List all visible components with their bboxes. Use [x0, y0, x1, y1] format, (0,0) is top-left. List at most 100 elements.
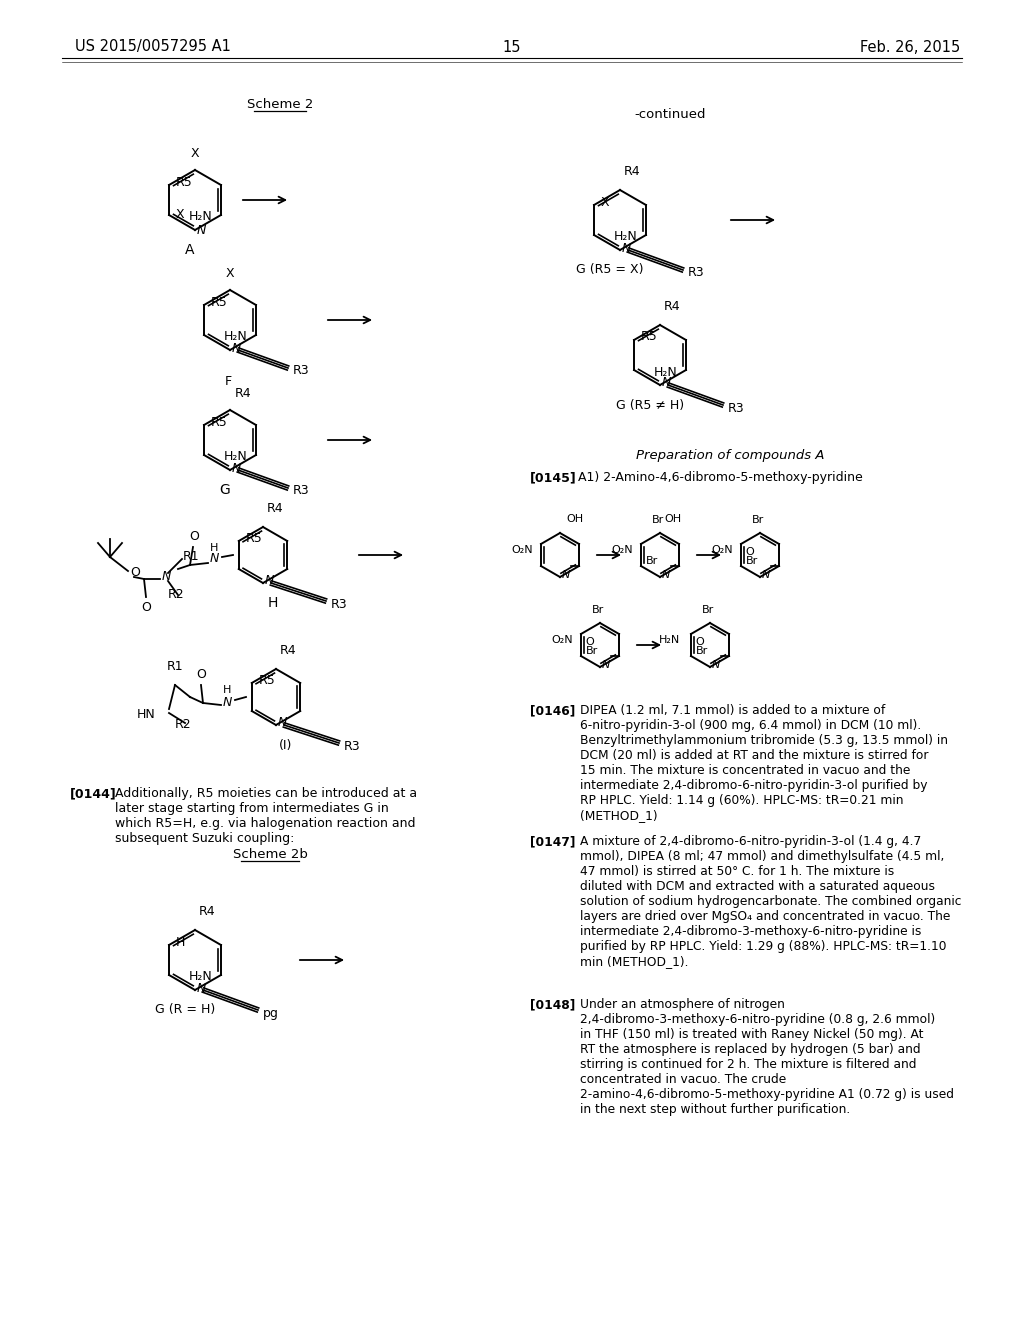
Text: Br: Br: [701, 605, 714, 615]
Text: R2: R2: [168, 589, 184, 602]
Text: A1) 2-Amino-4,6-dibromo-5-methoxy-pyridine: A1) 2-Amino-4,6-dibromo-5-methoxy-pyridi…: [578, 471, 863, 484]
Text: R5: R5: [259, 673, 275, 686]
Text: O: O: [196, 668, 206, 681]
Text: H: H: [210, 543, 218, 553]
Text: X: X: [176, 209, 184, 222]
Text: US 2015/0057295 A1: US 2015/0057295 A1: [75, 40, 230, 54]
Text: R5: R5: [211, 296, 227, 309]
Text: 15: 15: [503, 40, 521, 54]
Text: N: N: [562, 570, 570, 579]
Text: Scheme 2: Scheme 2: [247, 99, 313, 111]
Text: A: A: [185, 243, 195, 257]
Text: F: F: [224, 375, 231, 388]
Text: Additionally, R5 moieties can be introduced at a
later stage starting from inter: Additionally, R5 moieties can be introdu…: [115, 787, 417, 845]
Text: N: N: [712, 660, 720, 671]
Text: [0146]: [0146]: [530, 704, 575, 717]
Text: N: N: [232, 342, 242, 355]
Text: R5: R5: [211, 416, 227, 429]
Text: N: N: [278, 717, 288, 730]
Text: O₂N: O₂N: [551, 635, 573, 645]
Text: Br: Br: [752, 515, 764, 525]
Text: Preparation of compounds A: Preparation of compounds A: [636, 449, 824, 462]
Text: Br: Br: [586, 645, 598, 656]
Text: R1: R1: [183, 550, 200, 564]
Text: -continued: -continued: [634, 108, 706, 121]
Text: A mixture of 2,4-dibromo-6-nitro-pyridin-3-ol (1.4 g, 4.7
mmol), DIPEA (8 ml; 47: A mixture of 2,4-dibromo-6-nitro-pyridin…: [580, 836, 962, 968]
Text: N: N: [210, 553, 219, 565]
Text: N: N: [197, 982, 207, 994]
Text: Br: Br: [745, 556, 758, 566]
Text: O₂N: O₂N: [511, 545, 534, 554]
Text: N: N: [162, 570, 171, 583]
Text: R3: R3: [344, 739, 360, 752]
Text: O₂N: O₂N: [611, 545, 633, 554]
Text: H: H: [176, 936, 185, 949]
Text: Br: Br: [652, 515, 665, 525]
Text: N: N: [662, 376, 672, 389]
Text: H₂N: H₂N: [189, 970, 213, 983]
Text: O: O: [744, 546, 754, 557]
Text: N: N: [232, 462, 242, 474]
Text: O: O: [141, 601, 151, 614]
Text: HN: HN: [136, 709, 155, 722]
Text: H₂N: H₂N: [224, 450, 248, 463]
Text: Br: Br: [592, 605, 604, 615]
Text: (I): (I): [280, 738, 293, 751]
Text: R4: R4: [267, 502, 284, 515]
Text: R5: R5: [176, 176, 193, 189]
Text: O: O: [585, 638, 594, 647]
Text: N: N: [622, 242, 632, 255]
Text: R4: R4: [234, 387, 252, 400]
Text: O: O: [189, 531, 199, 543]
Text: N: N: [197, 223, 207, 236]
Text: R4: R4: [664, 300, 681, 313]
Text: R3: R3: [293, 364, 309, 378]
Text: Br: Br: [646, 556, 658, 566]
Text: [0144]: [0144]: [70, 787, 117, 800]
Text: O: O: [695, 638, 703, 647]
Text: Feb. 26, 2015: Feb. 26, 2015: [860, 40, 961, 54]
Text: [0148]: [0148]: [530, 998, 575, 1011]
Text: G (R5 = X): G (R5 = X): [577, 264, 644, 276]
Text: N: N: [662, 570, 671, 579]
Text: N: N: [762, 570, 770, 579]
Text: X: X: [225, 267, 234, 280]
Text: R3: R3: [331, 598, 347, 610]
Text: H: H: [223, 685, 231, 696]
Text: H₂N: H₂N: [614, 231, 638, 243]
Text: G: G: [219, 483, 230, 498]
Text: R2: R2: [175, 718, 191, 731]
Text: O: O: [130, 566, 140, 579]
Text: [0147]: [0147]: [530, 836, 575, 847]
Text: R4: R4: [624, 165, 641, 178]
Text: X: X: [601, 195, 609, 209]
Text: H₂N: H₂N: [224, 330, 248, 343]
Text: R3: R3: [728, 401, 744, 414]
Text: N: N: [223, 696, 232, 709]
Text: Scheme 2b: Scheme 2b: [232, 849, 307, 862]
Text: H₂N: H₂N: [189, 210, 213, 223]
Text: H: H: [268, 597, 279, 610]
Text: O₂N: O₂N: [712, 545, 733, 554]
Text: N: N: [265, 574, 274, 587]
Text: G (R = H): G (R = H): [155, 1003, 215, 1016]
Text: X: X: [190, 147, 200, 160]
Text: G (R5 ≠ H): G (R5 ≠ H): [616, 399, 684, 412]
Text: R5: R5: [641, 330, 657, 343]
Text: H₂N: H₂N: [658, 635, 680, 645]
Text: R3: R3: [293, 484, 309, 498]
Text: DIPEA (1.2 ml, 7.1 mmol) is added to a mixture of
6-nitro-pyridin-3-ol (900 mg, : DIPEA (1.2 ml, 7.1 mmol) is added to a m…: [580, 704, 948, 822]
Text: R1: R1: [167, 660, 183, 673]
Text: R5: R5: [246, 532, 262, 544]
Text: Br: Br: [696, 645, 709, 656]
Text: R4: R4: [199, 906, 216, 917]
Text: pg: pg: [263, 1006, 279, 1019]
Text: OH: OH: [664, 513, 681, 524]
Text: OH: OH: [566, 513, 583, 524]
Text: [0145]: [0145]: [530, 471, 577, 484]
Text: N: N: [602, 660, 610, 671]
Text: H₂N: H₂N: [654, 366, 678, 379]
Text: Under an atmosphere of nitrogen
2,4-dibromo-3-methoxy-6-nitro-pyridine (0.8 g, 2: Under an atmosphere of nitrogen 2,4-dibr…: [580, 998, 954, 1115]
Text: R3: R3: [688, 267, 705, 280]
Text: R4: R4: [280, 644, 297, 657]
